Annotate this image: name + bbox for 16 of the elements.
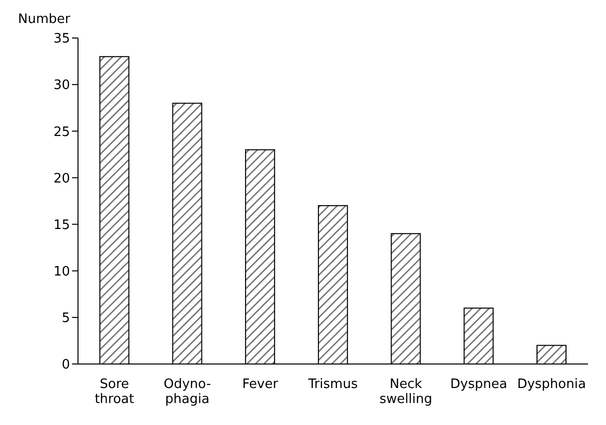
y-tick-label: 10 (53, 264, 70, 280)
y-tick-label: 15 (53, 218, 70, 233)
x-tick-label: Fever (242, 377, 279, 392)
y-tick-label: 5 (62, 311, 70, 326)
x-tick-label: Trismus (307, 377, 358, 392)
x-tick-label: Dyspnea (450, 377, 508, 392)
y-tick-label: 25 (53, 124, 70, 140)
x-tick-label: Odyno- phagia (164, 377, 212, 407)
x-tick-label: Sore throat (94, 377, 134, 407)
y-tick-label: 30 (53, 78, 70, 94)
y-tick-label: 0 (62, 358, 70, 373)
x-tick-label: Neck swelling (379, 377, 432, 407)
y-axis-title: Number (18, 12, 70, 27)
x-tick-label: Dysphonia (517, 377, 586, 392)
y-tick-label: 20 (53, 171, 70, 186)
y-tick-label: 35 (53, 32, 70, 47)
